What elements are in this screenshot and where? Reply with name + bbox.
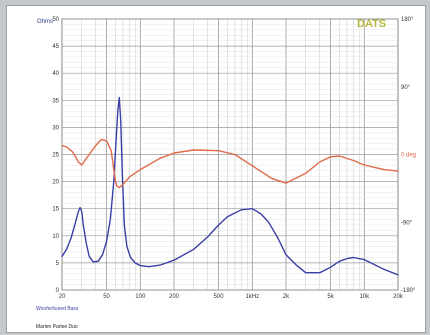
impedance-line xyxy=(61,96,399,276)
y-right-tick-label: 180° xyxy=(401,17,414,23)
y-left-tick-label: 40 xyxy=(52,71,59,77)
y-right-tick-label: -180° xyxy=(401,288,416,294)
y-left-tick-label: 45 xyxy=(52,44,59,50)
x-tick-label: 20 xyxy=(59,294,66,300)
chart-caption: Marlen Parlee Duo xyxy=(36,324,78,330)
legend-label: Woofer/tuned Bass xyxy=(36,306,79,312)
x-tick-label: 50 xyxy=(103,294,110,300)
x-tick-label: 500 xyxy=(214,294,225,300)
y-left-tick-label: 35 xyxy=(52,98,59,104)
y-left-tick-label: 25 xyxy=(52,153,59,159)
x-tick-label: 10k xyxy=(359,294,370,300)
y-left-tick-label: 15 xyxy=(52,207,59,213)
x-tick-label: 2k xyxy=(283,294,290,300)
y-right-tick-label: 90° xyxy=(401,85,411,91)
y-left-tick-labels: 0 5 10 15 20 25 30 35 40 45 50 xyxy=(52,17,59,294)
x-tick-label: 5k xyxy=(327,294,334,300)
y-right-tick-label: -90° xyxy=(401,220,413,226)
phase-line xyxy=(61,138,399,189)
x-tick-labels: 20 50 100 200 500 1kHz 2k 5k 10k 20k xyxy=(59,294,404,300)
y-left-tick-label: 30 xyxy=(52,125,59,131)
dats-watermark: DATS xyxy=(357,18,386,30)
y-left-tick-label: 0 xyxy=(56,288,60,294)
y-right-tick-labels: 180° 90° 0 deg -90° -180° xyxy=(401,17,416,294)
chart-grid xyxy=(61,18,399,291)
x-tick-label: 200 xyxy=(169,294,180,300)
y-left-tick-label: 20 xyxy=(52,180,59,186)
y-left-tick-label: 50 xyxy=(52,17,59,23)
x-tick-label: 100 xyxy=(135,294,146,300)
y-right-tick-label: 0 deg xyxy=(401,153,416,159)
y-left-tick-label: 10 xyxy=(52,234,59,240)
y-left-tick-label: 5 xyxy=(56,261,60,267)
chart-series xyxy=(61,96,399,276)
y-left-axis-label: Ohms xyxy=(37,19,53,25)
x-tick-label: 1kHz xyxy=(245,294,259,300)
x-tick-label: 20k xyxy=(393,294,404,300)
